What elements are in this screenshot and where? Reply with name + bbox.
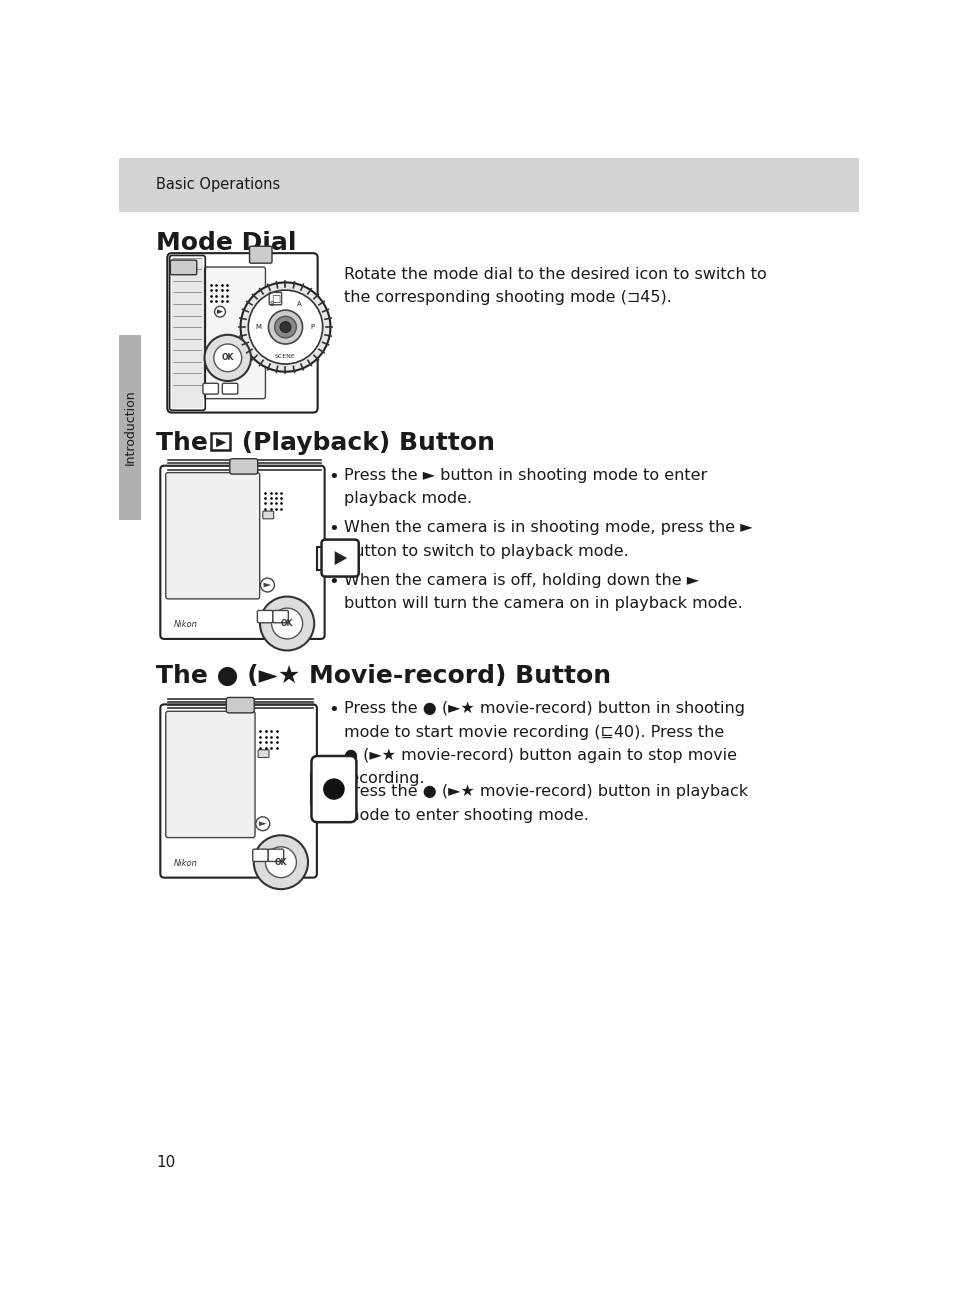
Text: OK: OK [280, 619, 293, 628]
Text: S: S [270, 301, 274, 306]
FancyBboxPatch shape [171, 260, 196, 275]
Text: OK: OK [221, 353, 233, 363]
FancyBboxPatch shape [258, 750, 269, 757]
Circle shape [274, 317, 296, 338]
Text: Press the ● (►★ movie-record) button in shooting
mode to start movie recording (: Press the ● (►★ movie-record) button in … [344, 702, 744, 787]
Text: •: • [328, 784, 339, 803]
Circle shape [214, 306, 225, 317]
Circle shape [248, 290, 322, 364]
FancyBboxPatch shape [257, 611, 273, 623]
Circle shape [265, 846, 296, 878]
Polygon shape [335, 551, 347, 565]
Bar [119, 335, 141, 519]
Circle shape [272, 608, 302, 639]
Text: •: • [328, 520, 339, 539]
FancyBboxPatch shape [203, 384, 218, 394]
Text: Nikon: Nikon [173, 858, 197, 867]
FancyBboxPatch shape [160, 704, 316, 878]
Polygon shape [216, 309, 223, 314]
Text: Rotate the mode dial to the desired icon to switch to
the corresponding shooting: Rotate the mode dial to the desired icon… [344, 267, 766, 305]
Text: Press the ● (►★ movie-record) button in playback
mode to enter shooting mode.: Press the ● (►★ movie-record) button in … [344, 784, 747, 823]
Text: (Playback) Button: (Playback) Button [233, 431, 495, 455]
FancyBboxPatch shape [250, 246, 272, 263]
Text: Nikon: Nikon [173, 620, 197, 629]
Polygon shape [263, 582, 271, 587]
FancyBboxPatch shape [253, 849, 268, 862]
Text: 10: 10 [156, 1155, 175, 1169]
Circle shape [255, 817, 270, 830]
FancyBboxPatch shape [222, 384, 237, 394]
Bar [172, 258, 203, 407]
FancyBboxPatch shape [160, 465, 324, 639]
Text: When the camera is off, holding down the ►
button will turn the camera on in pla: When the camera is off, holding down the… [344, 573, 742, 611]
Text: Basic Operations: Basic Operations [156, 177, 280, 192]
Text: OK: OK [274, 858, 287, 867]
FancyBboxPatch shape [316, 547, 326, 570]
FancyBboxPatch shape [166, 711, 254, 837]
Text: P: P [311, 325, 314, 330]
Text: Introduction: Introduction [124, 389, 136, 465]
Text: •: • [328, 468, 339, 486]
FancyBboxPatch shape [167, 254, 317, 413]
Text: The: The [156, 431, 217, 455]
Text: •: • [328, 573, 339, 591]
FancyBboxPatch shape [268, 849, 283, 862]
FancyBboxPatch shape [212, 434, 230, 451]
FancyBboxPatch shape [166, 473, 259, 599]
Circle shape [323, 779, 344, 799]
Text: □: □ [271, 293, 280, 304]
FancyBboxPatch shape [321, 540, 358, 577]
Polygon shape [258, 821, 267, 827]
Text: •: • [328, 702, 339, 719]
FancyBboxPatch shape [311, 756, 356, 823]
Text: Mode Dial: Mode Dial [156, 231, 296, 255]
Circle shape [260, 578, 274, 593]
FancyBboxPatch shape [230, 459, 257, 474]
Text: M: M [255, 325, 261, 330]
Text: The ● (►★ Movie-record) Button: The ● (►★ Movie-record) Button [156, 665, 611, 689]
Polygon shape [216, 438, 226, 447]
Text: Press the ► button in shooting mode to enter
playback mode.: Press the ► button in shooting mode to e… [344, 468, 706, 506]
Bar [119, 158, 858, 212]
FancyBboxPatch shape [273, 611, 288, 623]
FancyBboxPatch shape [204, 267, 265, 398]
Circle shape [280, 322, 291, 332]
Circle shape [253, 836, 308, 890]
Circle shape [204, 335, 251, 381]
Circle shape [268, 310, 302, 344]
Text: SCENE: SCENE [274, 353, 295, 359]
FancyBboxPatch shape [226, 698, 253, 714]
Text: A: A [296, 301, 301, 306]
Text: When the camera is in shooting mode, press the ►
button to switch to playback mo: When the camera is in shooting mode, pre… [344, 520, 752, 558]
Circle shape [260, 597, 314, 650]
FancyBboxPatch shape [262, 511, 274, 519]
Circle shape [240, 283, 330, 372]
FancyBboxPatch shape [311, 774, 319, 804]
Circle shape [213, 344, 241, 372]
